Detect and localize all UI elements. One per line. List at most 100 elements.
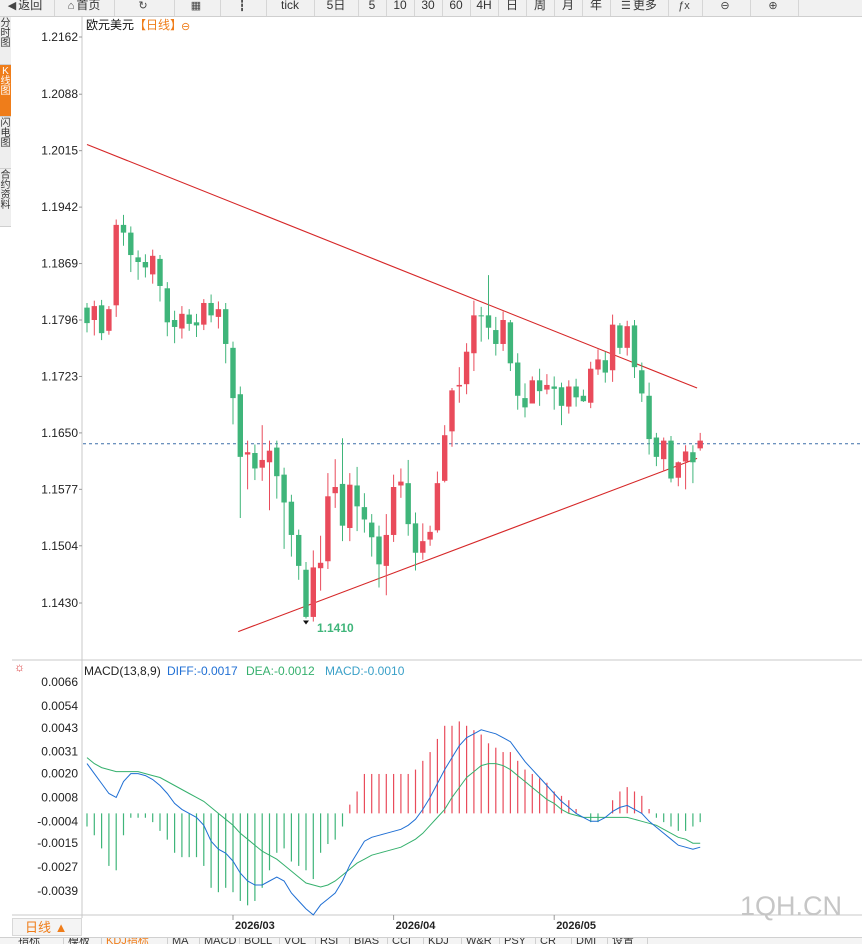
toolbar-btn-10[interactable]: 60 <box>442 0 471 16</box>
candle-body <box>405 483 411 525</box>
indicator-tab-11[interactable]: W&R <box>462 938 500 944</box>
candle <box>128 226 134 273</box>
toolbar-btn-4[interactable]: ┇ <box>220 0 267 16</box>
left-tab-1[interactable]: K线图 <box>0 65 11 117</box>
candle-body <box>128 232 134 256</box>
candle-body <box>215 309 222 317</box>
candle <box>347 473 353 542</box>
candle <box>500 311 506 351</box>
candle <box>420 523 426 560</box>
price-tick-label: 1.1942 <box>41 200 78 214</box>
left-tab-3[interactable]: 合约资料 <box>0 169 11 227</box>
candle-body <box>471 315 477 354</box>
candle-body <box>442 435 448 481</box>
toolbar-btn-9[interactable]: 30 <box>414 0 443 16</box>
candle-body <box>668 440 674 479</box>
macd-panel <box>86 721 701 916</box>
macd-dea-label: DEA:-0.0012 <box>246 664 315 678</box>
indicator-tab-4[interactable]: MACD <box>200 938 240 944</box>
candle-body <box>653 437 660 457</box>
candle-body <box>142 262 149 268</box>
candle-body <box>281 474 287 503</box>
toolbar-btn-5[interactable]: tick <box>266 0 315 16</box>
toolbar-btn-17[interactable]: ƒx <box>668 0 703 16</box>
candle <box>244 440 251 490</box>
toolbar-btn-0[interactable]: ◀ 返回 <box>0 0 55 16</box>
toolbar-btn-7[interactable]: 5 <box>358 0 387 16</box>
indicator-tab-14[interactable]: DMI <box>572 938 608 944</box>
toolbar-btn-12[interactable]: 日 <box>498 0 527 16</box>
indicator-tab-13[interactable]: CR <box>536 938 572 944</box>
candle-body <box>237 394 243 457</box>
indicator-tab-2[interactable]: KDJ指标 <box>102 938 168 944</box>
indicator-tab-7[interactable]: RSI <box>316 938 350 944</box>
candle <box>624 320 630 356</box>
candle <box>536 368 543 406</box>
toolbar-btn-11[interactable]: 4H <box>470 0 499 16</box>
toolbar-btn-8[interactable]: 10 <box>386 0 415 16</box>
candle <box>398 468 404 498</box>
price-tick-label: 1.1723 <box>41 369 78 383</box>
toolbar-btn-1[interactable]: ⌂ 首页 <box>54 0 115 16</box>
candle <box>296 529 302 580</box>
indicator-tab-3[interactable]: MA <box>168 938 200 944</box>
toolbar-btn-16[interactable]: ☰ 更多 <box>610 0 669 16</box>
left-tab-0[interactable]: 分时图 <box>0 17 11 65</box>
candle <box>449 388 455 447</box>
candle-body <box>390 487 397 535</box>
candle-body <box>193 322 200 326</box>
toolbar-btn-15[interactable]: 年 <box>582 0 611 16</box>
indicator-tab-8[interactable]: BIAS <box>350 938 388 944</box>
toolbar-btn-6[interactable]: 5日 <box>314 0 359 16</box>
diff-line <box>86 729 701 916</box>
candle-body <box>361 507 368 520</box>
refresh-icon: ↻ <box>138 0 148 12</box>
price-tick-label: 1.1796 <box>41 313 78 327</box>
candle <box>252 444 258 481</box>
top-toolbar: ◀ 返回 ⌂ 首页 ↻ ▦ ┇ tick 5日 5 10 30 60 4H 日周月年 ☰ 更多 ƒx ⊖ ⊕ <box>0 0 862 17</box>
candle <box>383 514 389 596</box>
candle-body <box>682 451 689 462</box>
indicator-tab-5[interactable]: BOLL <box>240 938 280 944</box>
toolbar-btn-19[interactable]: ⊕ <box>750 0 799 16</box>
macd-diff-label: DIFF:-0.0017 <box>167 664 238 678</box>
candle-body <box>266 450 273 463</box>
toolbar-btn-13[interactable]: 周 <box>526 0 555 16</box>
indicator-tab-15[interactable]: 设置 <box>608 938 648 944</box>
indicator-tab-12[interactable]: PSY <box>500 938 536 944</box>
candle <box>266 440 273 511</box>
candle-body <box>573 386 579 398</box>
candle <box>193 313 200 338</box>
indicator-tab-10[interactable]: KDJ <box>424 938 462 944</box>
candle <box>580 389 587 402</box>
toolbar-btn-14[interactable]: 月 <box>554 0 583 16</box>
candle-body <box>354 485 360 507</box>
macd-tick-label: 0.0054 <box>41 699 78 713</box>
candle <box>588 361 594 409</box>
candle <box>317 535 324 591</box>
candle-body <box>317 562 324 569</box>
left-tab-2[interactable]: 闪电图 <box>0 117 11 169</box>
zoom-toggle-icon[interactable]: ⊖ <box>181 21 190 33</box>
indicator-tab-0[interactable]: 指标 <box>14 938 64 944</box>
candle-body <box>186 314 192 324</box>
candle-body <box>434 483 441 531</box>
candle <box>325 473 331 569</box>
zoom-in-icon: ⊕ <box>768 0 778 12</box>
toolbar-btn-2[interactable]: ↻ <box>114 0 175 16</box>
candle <box>332 459 338 508</box>
candle <box>412 512 419 571</box>
indicator-tab-1[interactable]: 模板 <box>64 938 102 944</box>
toolbar-btn-3[interactable]: ▦ <box>174 0 221 16</box>
toolbar-btn-label: 年 <box>589 0 602 12</box>
indicator-settings-icon[interactable]: ☼ <box>14 660 25 674</box>
period-selector[interactable]: 日线 ▲ <box>12 918 82 936</box>
candle <box>434 471 441 533</box>
price-tick-label: 1.1577 <box>41 482 78 496</box>
indicator-tab-9[interactable]: CCI <box>388 938 424 944</box>
candle <box>310 550 316 622</box>
indicator-tab-6[interactable]: VOL <box>280 938 316 944</box>
candle <box>661 437 667 472</box>
toolbar-btn-18[interactable]: ⊖ <box>702 0 751 16</box>
candle-body <box>427 531 433 540</box>
